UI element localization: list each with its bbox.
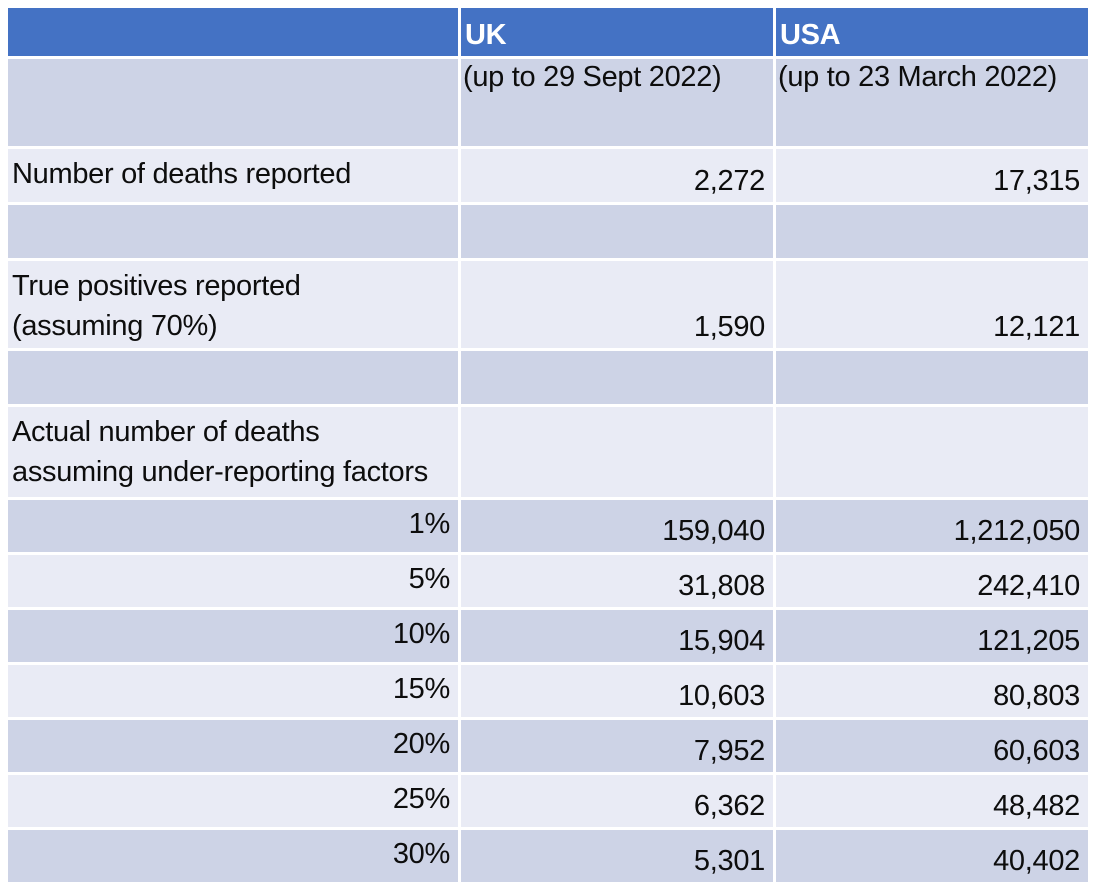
uk-value-cell (461, 351, 773, 404)
table-row: True positives reported (assuming 70%) 1… (8, 261, 1088, 348)
usa-value-cell (776, 205, 1088, 258)
usa-value-cell: 12,121 (776, 261, 1088, 348)
uk-value-cell: 7,952 (461, 720, 773, 772)
uk-value-cell: 10,603 (461, 665, 773, 717)
usa-value-cell: 80,803 (776, 665, 1088, 717)
subheader-cell-usa-date: (up to 23 March 2022) (776, 59, 1088, 146)
usa-value-cell (776, 351, 1088, 404)
uk-value-cell: 31,808 (461, 555, 773, 607)
table-row: (up to 29 Sept 2022) (up to 23 March 202… (8, 59, 1088, 146)
table-row: 15% 10,603 80,803 (8, 665, 1088, 717)
header-cell-uk: UK (461, 8, 773, 56)
deaths-comparison-table: UK USA (up to 29 Sept 2022) (up to 23 Ma… (5, 5, 1091, 885)
table-row: Number of deaths reported 2,272 17,315 (8, 149, 1088, 202)
usa-value-cell: 40,402 (776, 830, 1088, 882)
uk-value-cell (461, 205, 773, 258)
factor-pct-cell: 10% (8, 610, 458, 662)
subheader-cell-uk-date: (up to 29 Sept 2022) (461, 59, 773, 146)
factor-pct-cell: 1% (8, 500, 458, 552)
table-row (8, 205, 1088, 258)
usa-value-cell: 48,482 (776, 775, 1088, 827)
factor-pct-cell: 20% (8, 720, 458, 772)
uk-value-cell: 15,904 (461, 610, 773, 662)
uk-value-cell: 5,301 (461, 830, 773, 882)
row-label-cell: True positives reported (assuming 70%) (8, 261, 458, 348)
uk-value-cell: 2,272 (461, 149, 773, 202)
table-row: 30% 5,301 40,402 (8, 830, 1088, 882)
uk-value-cell: 1,590 (461, 261, 773, 348)
usa-value-cell: 121,205 (776, 610, 1088, 662)
row-label-cell (8, 351, 458, 404)
table-row: 5% 31,808 242,410 (8, 555, 1088, 607)
table-row: UK USA (8, 8, 1088, 56)
table-row: 10% 15,904 121,205 (8, 610, 1088, 662)
row-label-cell: Actual number of deaths assuming under-r… (8, 407, 458, 497)
usa-value-cell: 60,603 (776, 720, 1088, 772)
table-row: 25% 6,362 48,482 (8, 775, 1088, 827)
table-row (8, 351, 1088, 404)
header-cell-blank (8, 8, 458, 56)
usa-value-cell (776, 407, 1088, 497)
uk-value-cell: 6,362 (461, 775, 773, 827)
table-row: Actual number of deaths assuming under-r… (8, 407, 1088, 497)
subheader-cell-blank (8, 59, 458, 146)
factor-pct-cell: 30% (8, 830, 458, 882)
usa-value-cell: 17,315 (776, 149, 1088, 202)
uk-value-cell (461, 407, 773, 497)
table-row: 20% 7,952 60,603 (8, 720, 1088, 772)
table-row: 1% 159,040 1,212,050 (8, 500, 1088, 552)
usa-value-cell: 1,212,050 (776, 500, 1088, 552)
uk-value-cell: 159,040 (461, 500, 773, 552)
factor-pct-cell: 25% (8, 775, 458, 827)
usa-value-cell: 242,410 (776, 555, 1088, 607)
header-cell-usa: USA (776, 8, 1088, 56)
row-label-cell (8, 205, 458, 258)
factor-pct-cell: 5% (8, 555, 458, 607)
row-label-cell: Number of deaths reported (8, 149, 458, 202)
factor-pct-cell: 15% (8, 665, 458, 717)
